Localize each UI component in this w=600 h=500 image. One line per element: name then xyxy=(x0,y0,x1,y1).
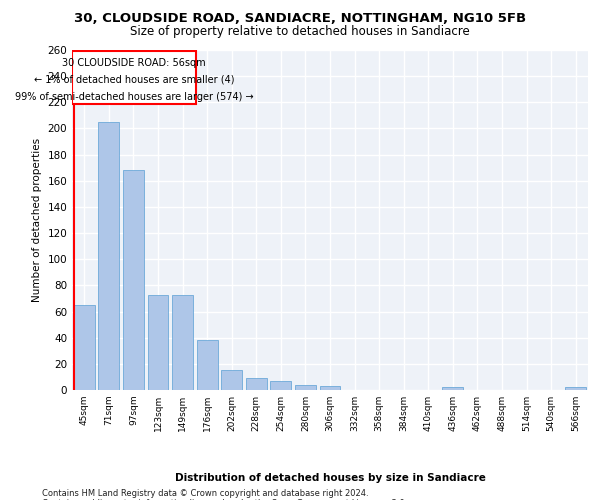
Text: 30, CLOUDSIDE ROAD, SANDIACRE, NOTTINGHAM, NG10 5FB: 30, CLOUDSIDE ROAD, SANDIACRE, NOTTINGHA… xyxy=(74,12,526,26)
Text: ← 1% of detached houses are smaller (4): ← 1% of detached houses are smaller (4) xyxy=(34,75,235,85)
Bar xyxy=(172,294,193,390)
FancyBboxPatch shape xyxy=(73,52,196,104)
Bar xyxy=(74,305,95,390)
Bar xyxy=(565,388,586,390)
Y-axis label: Number of detached properties: Number of detached properties xyxy=(32,138,42,302)
Bar xyxy=(197,340,218,390)
Text: Size of property relative to detached houses in Sandiacre: Size of property relative to detached ho… xyxy=(130,25,470,38)
Text: Contains HM Land Registry data © Crown copyright and database right 2024.: Contains HM Land Registry data © Crown c… xyxy=(42,488,368,498)
Bar xyxy=(98,122,119,390)
Bar xyxy=(442,388,463,390)
Bar xyxy=(148,294,169,390)
Text: 30 CLOUDSIDE ROAD: 56sqm: 30 CLOUDSIDE ROAD: 56sqm xyxy=(62,58,206,68)
X-axis label: Distribution of detached houses by size in Sandiacre: Distribution of detached houses by size … xyxy=(175,473,485,483)
Text: 99% of semi-detached houses are larger (574) →: 99% of semi-detached houses are larger (… xyxy=(15,92,254,102)
Bar xyxy=(221,370,242,390)
Bar xyxy=(320,386,340,390)
Bar xyxy=(123,170,144,390)
Bar xyxy=(295,385,316,390)
Bar xyxy=(271,381,292,390)
Bar xyxy=(246,378,267,390)
Text: Contains public sector information licensed under the Open Government Licence v3: Contains public sector information licen… xyxy=(42,498,407,500)
